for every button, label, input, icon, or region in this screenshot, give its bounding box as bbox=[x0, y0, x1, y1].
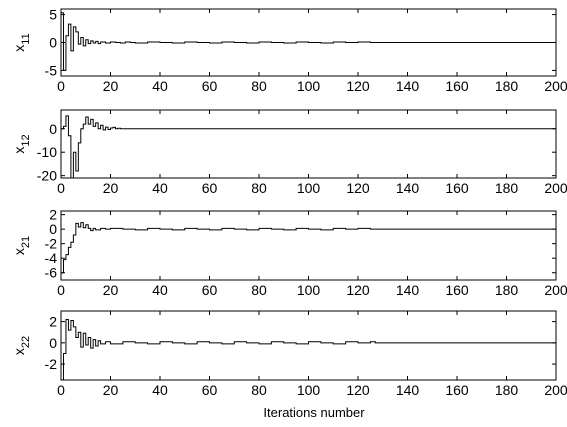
y-tick-label: 2 bbox=[49, 314, 57, 330]
x-tick-label: 120 bbox=[346, 180, 370, 196]
x-tick-label: 160 bbox=[445, 282, 469, 298]
y-tick-label: -6 bbox=[45, 265, 58, 281]
x-tick-label: 80 bbox=[251, 282, 267, 298]
y-tick-label: -20 bbox=[37, 168, 57, 184]
x-tick-label: 120 bbox=[346, 382, 370, 398]
x-tick-label: 180 bbox=[495, 282, 519, 298]
x-tick-label: 140 bbox=[396, 382, 420, 398]
y-tick-label: -2 bbox=[45, 236, 58, 252]
y-axis-label: x11 bbox=[11, 33, 32, 51]
y-tick-label: 0 bbox=[49, 121, 57, 137]
x-tick-label: 40 bbox=[152, 382, 168, 398]
x-tick-label: 160 bbox=[445, 382, 469, 398]
x-tick-label: 20 bbox=[103, 282, 119, 298]
x-tick-label: 200 bbox=[544, 78, 567, 94]
x-tick-label: 120 bbox=[346, 282, 370, 298]
x-tick-label: 100 bbox=[297, 382, 321, 398]
y-axis-label: x21 bbox=[11, 236, 32, 255]
x-tick-label: 120 bbox=[346, 78, 370, 94]
series-line-1 bbox=[61, 115, 556, 178]
x-tick-label: 0 bbox=[57, 382, 65, 398]
x-tick-label: 20 bbox=[103, 180, 119, 196]
x-tick-label: 140 bbox=[396, 282, 420, 298]
y-axis-label: x12 bbox=[11, 134, 32, 153]
subplot-4: 0 20 40 60 80 100 120 140 160 180 200 -2 0 2 x22 bbox=[11, 310, 567, 398]
axes-box bbox=[60, 109, 557, 179]
x-axis-label: Iterations number bbox=[263, 405, 365, 420]
y-tick-label: -5 bbox=[45, 62, 58, 78]
x-tick-label: 40 bbox=[152, 180, 168, 196]
x-tick-label: 200 bbox=[544, 382, 567, 398]
x-tick-label: 20 bbox=[103, 382, 119, 398]
x-tick-label: 140 bbox=[396, 180, 420, 196]
x-tick-label: 20 bbox=[103, 78, 119, 94]
y-tick-label: 2 bbox=[49, 207, 57, 223]
y-tick-label: -4 bbox=[45, 250, 58, 266]
series-line-1 bbox=[61, 318, 556, 380]
axes-box bbox=[60, 210, 557, 281]
x-tick-label: 60 bbox=[202, 282, 218, 298]
x-tick-label: 40 bbox=[152, 78, 168, 94]
series-line-1 bbox=[61, 12, 556, 71]
x-tick-label: 40 bbox=[152, 282, 168, 298]
axes-box bbox=[60, 310, 557, 381]
x-tick-label: 160 bbox=[445, 180, 469, 196]
x-tick-label: 0 bbox=[57, 180, 65, 196]
x-tick-label: 200 bbox=[544, 282, 567, 298]
y-tick-label: 0 bbox=[49, 221, 57, 237]
x-tick-label: 80 bbox=[251, 382, 267, 398]
x-tick-label: 140 bbox=[396, 78, 420, 94]
x-tick-label: 180 bbox=[495, 382, 519, 398]
x-tick-label: 60 bbox=[202, 180, 218, 196]
x-tick-label: 60 bbox=[202, 382, 218, 398]
y-tick-label: -2 bbox=[45, 356, 58, 372]
y-tick-label: 0 bbox=[49, 335, 57, 351]
x-tick-label: 100 bbox=[297, 78, 321, 94]
y-axis-label: x22 bbox=[11, 336, 32, 355]
subplot-2: 0 20 40 60 80 100 120 140 160 180 200 -20 -10 0 x12 bbox=[11, 109, 567, 196]
x-tick-label: 0 bbox=[57, 78, 65, 94]
x-tick-label: 160 bbox=[445, 78, 469, 94]
y-tick-label: -10 bbox=[37, 144, 57, 160]
series-line-1 bbox=[61, 222, 556, 274]
y-tick-label: 0 bbox=[49, 35, 57, 51]
x-tick-label: 180 bbox=[495, 78, 519, 94]
x-tick-label: 80 bbox=[251, 180, 267, 196]
x-tick-label: 0 bbox=[57, 282, 65, 298]
x-tick-label: 100 bbox=[297, 282, 321, 298]
x-tick-label: 180 bbox=[495, 180, 519, 196]
y-tick-label: 5 bbox=[49, 7, 57, 23]
x-tick-label: 80 bbox=[251, 78, 267, 94]
x-tick-label: 60 bbox=[202, 78, 218, 94]
x-tick-label: 200 bbox=[544, 180, 567, 196]
x-tick-label: 100 bbox=[297, 180, 321, 196]
